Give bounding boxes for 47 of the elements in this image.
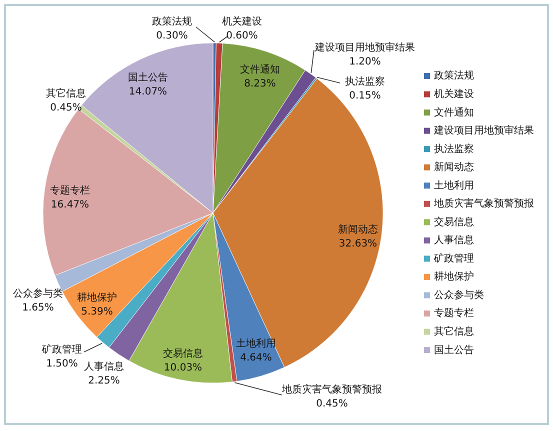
slice-label: 国土公告: [128, 72, 168, 84]
slice-label: 耕地保护: [77, 292, 117, 304]
slice-label: 其它信息: [46, 88, 86, 100]
data-label: 1.65%: [22, 302, 54, 314]
data-label: 2.25%: [88, 376, 120, 387]
slice-label: 机关建设: [222, 16, 262, 28]
legend-label: 执法监察: [434, 142, 474, 155]
data-label: 1.50%: [46, 358, 78, 370]
slice-label: 公众参与类: [13, 288, 63, 300]
legend-label: 专题专栏: [434, 307, 474, 320]
data-label: 4.64%: [240, 352, 272, 364]
slice-label: 新闻动态: [338, 224, 378, 236]
legend-label: 机关建设: [434, 88, 474, 100]
data-label: 0.45%: [316, 398, 348, 410]
legend-label: 公众参与类: [434, 288, 484, 301]
data-label: 14.07%: [128, 86, 168, 98]
data-label: 8.23%: [244, 78, 276, 90]
data-label: 16.47%: [50, 200, 90, 211]
slice-label: 矿政管理: [41, 344, 82, 356]
data-label: 0.15%: [349, 90, 381, 102]
data-label: 1.20%: [349, 56, 381, 68]
slice-label: 地质灾害气象预警预报: [281, 384, 382, 396]
legend-label: 新闻动态: [434, 161, 474, 174]
slice-label: 执法监察: [345, 76, 385, 88]
slice-label: 政策法规: [152, 16, 192, 28]
legend-label: 耕地保护: [434, 270, 474, 283]
slice-label: 建设项目用地预审结果: [314, 42, 415, 54]
slice-label: 专题专栏: [50, 184, 90, 197]
legend-label: 其它信息: [434, 326, 474, 338]
slice-label: 人事信息: [84, 360, 124, 373]
legend-label: 文件通知: [434, 106, 474, 118]
legend-label: 人事信息: [434, 234, 474, 246]
data-label: 10.03%: [164, 362, 202, 374]
data-label: 0.60%: [226, 30, 258, 42]
legend-label: 政策法规: [434, 70, 474, 82]
slice-label: 交易信息: [163, 348, 203, 360]
legend-label: 矿政管理: [433, 252, 474, 264]
data-label: 0.45%: [50, 102, 82, 114]
data-label: 32.63%: [338, 238, 378, 250]
data-label: 0.30%: [156, 30, 188, 42]
slice-label: 文件通知: [240, 64, 280, 76]
data-label: 5.39%: [81, 306, 113, 318]
legend-label: 地质灾害气象预警预报: [433, 198, 534, 210]
legend-label: 国土公告: [434, 344, 474, 356]
legend-label: 土地利用: [434, 179, 474, 192]
legend-label: 建设项目用地预审结果: [433, 124, 534, 137]
legend-label: 交易信息: [434, 216, 474, 228]
